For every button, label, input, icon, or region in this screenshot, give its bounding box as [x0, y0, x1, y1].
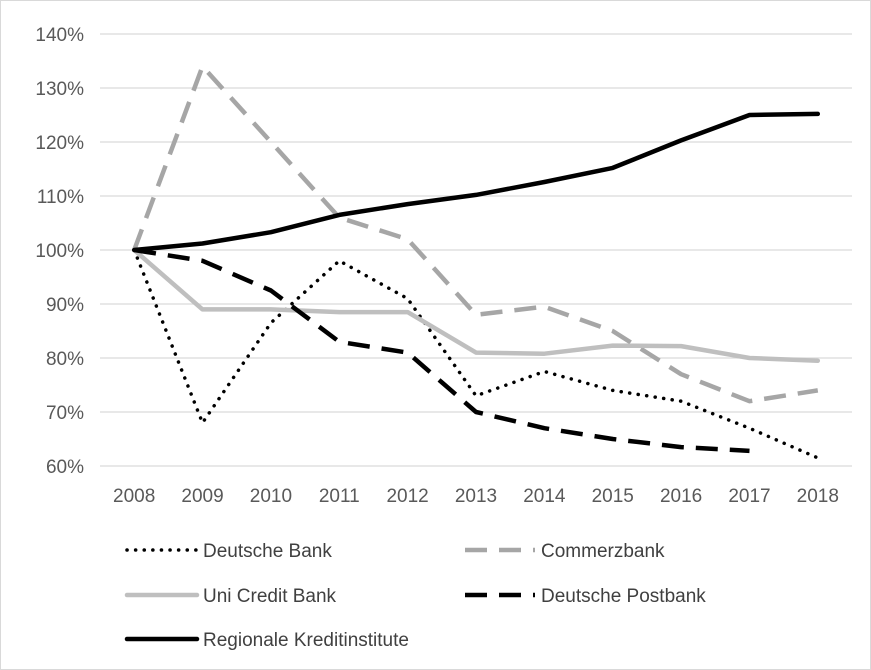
x-tick-label: 2015: [592, 486, 634, 507]
x-tick-label: 2018: [797, 486, 839, 507]
y-tick-label: 80%: [46, 349, 84, 370]
y-tick-label: 100%: [35, 241, 84, 262]
x-tick-label: 2013: [455, 486, 497, 507]
x-tick-label: 2011: [319, 486, 360, 507]
legend-label-regionale-kreditinstitute: Regionale Kreditinstitute: [203, 630, 409, 651]
x-tick-label: 2017: [728, 486, 770, 507]
y-tick-label: 130%: [35, 79, 84, 100]
x-tick-label: 2009: [181, 486, 223, 507]
gridlines: [100, 33, 852, 467]
y-tick-label: 70%: [46, 403, 84, 424]
legend-label-deutsche-bank: Deutsche Bank: [203, 541, 332, 562]
series-line-regionale-kreditinstitute: [131, 111, 821, 253]
y-tick-label: 60%: [46, 457, 84, 478]
series-line-uni-credit-bank: [131, 247, 821, 363]
y-tick-label: 110%: [37, 187, 84, 208]
legend-label-commerzbank: Commerzbank: [541, 541, 665, 562]
series-lines: [131, 64, 821, 460]
legend: Deutsche Bank Commerzbank Uni Credit Bank D…: [124, 541, 706, 651]
x-tick-label: 2008: [113, 486, 155, 507]
x-tick-label: 2016: [660, 486, 702, 507]
x-axis-ticks: 2008 2009 2010 2011 2012 2013 2014 2015 2016 2017…: [113, 486, 839, 507]
y-tick-label: 90%: [46, 295, 84, 316]
x-tick-label: 2010: [250, 486, 292, 507]
x-tick-label: 2012: [386, 486, 428, 507]
y-tick-label: 120%: [35, 133, 84, 154]
legend-label-deutsche-postbank: Deutsche Postbank: [541, 586, 706, 607]
series-line-deutsche-bank: [132, 248, 820, 460]
legend-label-uni-credit-bank: Uni Credit Bank: [203, 586, 337, 607]
x-tick-label: 2014: [523, 486, 566, 507]
y-axis-ticks: 60% 70% 80% 90% 100% 110% 120% 130% 140%: [35, 25, 84, 478]
series-line-deutsche-postbank: [133, 247, 750, 454]
series-line-commerzbank: [132, 64, 819, 404]
y-tick-label: 140%: [35, 25, 84, 46]
